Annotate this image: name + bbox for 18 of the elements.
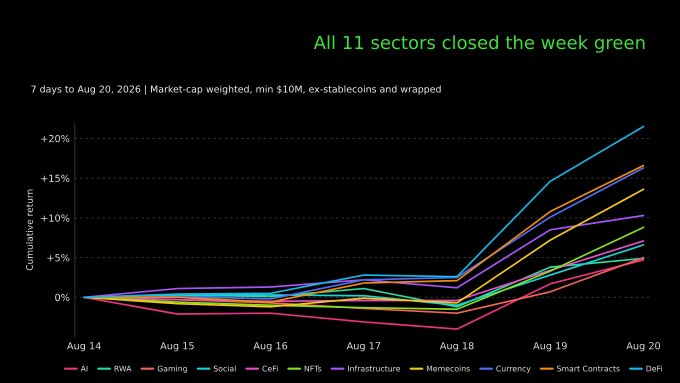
chart-subtitle: 7 days to Aug 20, 2026 | Market-cap weighted, min $10M, ex-stablecoins and wrapped [31, 85, 441, 95]
x-tick-label: Aug 17 [346, 342, 380, 352]
y-axis-title: Cumulative return [26, 190, 33, 270]
y-tick-label: +10% [41, 214, 70, 222]
x-tick-label: Aug 20 [626, 342, 660, 352]
y-tick-label: +20% [41, 134, 70, 142]
line-series [83, 188, 644, 308]
y-tick-label: +5% [47, 254, 70, 262]
x-tick-label: Aug 19 [533, 342, 567, 352]
x-tick-label: Aug 18 [440, 342, 474, 352]
line-series [83, 259, 644, 330]
x-tick-label: Aug 16 [253, 342, 288, 352]
chart-title: All 11 sectors closed the week green [314, 35, 644, 53]
y-tick-label: +15% [41, 174, 70, 182]
y-tick-label: 0% [55, 294, 70, 302]
x-tick-label: Aug 15 [160, 342, 194, 352]
x-tick-label: Aug 14 [66, 342, 101, 352]
line-series [83, 126, 644, 298]
